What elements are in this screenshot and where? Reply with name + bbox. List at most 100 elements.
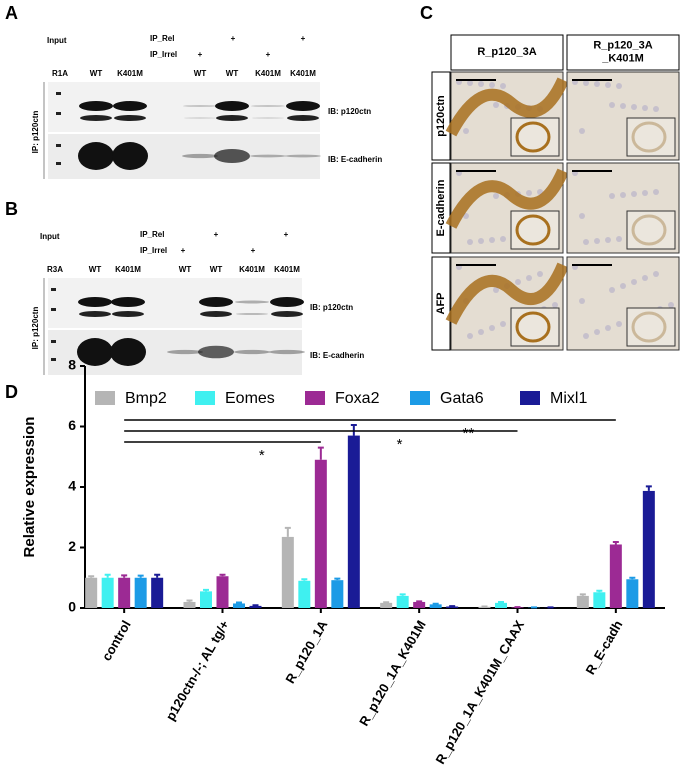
header-box [450, 34, 564, 71]
y-tick-label: 8 [68, 357, 76, 373]
inset-tissue [515, 311, 551, 343]
legend-swatch [195, 391, 215, 405]
column-header: R_p120_3A [593, 39, 652, 51]
band [183, 105, 217, 107]
nucleus [594, 81, 600, 87]
bar [429, 604, 442, 608]
error-bar [612, 541, 619, 545]
bar [101, 577, 114, 608]
bar [446, 606, 459, 608]
plus: + [198, 50, 203, 59]
lane-label: K401M [117, 69, 143, 78]
nucleus [579, 213, 585, 219]
lane-label: R3A [47, 265, 63, 274]
plus: + [301, 34, 306, 43]
error-bar [399, 593, 406, 596]
bar [298, 580, 311, 608]
nucleus [500, 236, 506, 242]
band [182, 153, 218, 159]
band [270, 297, 304, 307]
band [111, 297, 145, 307]
lane-label: K401M [255, 69, 281, 78]
band [269, 349, 305, 355]
bar [183, 601, 196, 608]
nucleus [631, 279, 637, 285]
inset-tissue [631, 121, 667, 153]
error-bar [498, 600, 504, 603]
band [184, 117, 216, 119]
nucleus [583, 80, 589, 86]
legend-label: Mixl1 [550, 390, 587, 407]
legend-swatch [410, 391, 430, 405]
marker [56, 144, 61, 147]
band [77, 338, 113, 366]
error-bar [186, 599, 193, 602]
blot-label: IB: E-cadherin [310, 351, 364, 360]
nucleus [478, 81, 484, 87]
nucleus [583, 333, 589, 339]
band [78, 142, 114, 170]
bar [609, 544, 622, 608]
nucleus [500, 321, 506, 327]
nucleus [620, 192, 626, 198]
band [113, 101, 147, 111]
bar [642, 490, 655, 608]
row-label: p120ctn [435, 95, 447, 137]
error-bar [301, 578, 308, 581]
nucleus [500, 83, 506, 89]
plus: + [284, 230, 289, 239]
nucleus [526, 190, 532, 196]
bar [576, 595, 589, 608]
nucleus [467, 333, 473, 339]
nucleus [493, 287, 499, 293]
significance-label: * [397, 436, 403, 453]
marker [51, 308, 56, 311]
nucleus [631, 104, 637, 110]
lane-label: WT [89, 265, 102, 274]
band [271, 311, 303, 317]
error-bar [645, 485, 652, 491]
ip-irrel-label: IP_Irrel [150, 50, 177, 59]
error-bar [416, 600, 423, 603]
band [110, 338, 146, 366]
error-bar [334, 577, 341, 581]
band [79, 101, 113, 111]
nucleus [489, 325, 495, 331]
band [235, 300, 269, 304]
nucleus [609, 102, 615, 108]
bar [151, 577, 164, 608]
nucleus [515, 279, 521, 285]
bar [331, 580, 344, 608]
band [215, 101, 249, 111]
plus: + [214, 230, 219, 239]
nucleus [631, 191, 637, 197]
marker [56, 112, 61, 115]
inset-tissue [631, 311, 667, 343]
nucleus [467, 239, 473, 245]
band [250, 154, 286, 158]
inset-tissue [515, 214, 551, 246]
nucleus [609, 193, 615, 199]
ip-irrel-label: IP_Irrel [140, 246, 167, 255]
row-box [431, 71, 451, 161]
nucleus [489, 82, 495, 88]
bar [281, 536, 294, 608]
nucleus [642, 190, 648, 196]
nucleus [537, 271, 543, 277]
band [112, 311, 144, 317]
lane-label: WT [210, 265, 223, 274]
nucleus [478, 238, 484, 244]
error-bar [579, 593, 586, 596]
nucleus [594, 238, 600, 244]
panel-letter: C [420, 3, 433, 23]
ip-rel-label: IP_Rel [150, 34, 174, 43]
bar [118, 577, 131, 608]
nucleus [642, 275, 648, 281]
band [199, 297, 233, 307]
band [252, 117, 284, 119]
nucleus [616, 83, 622, 89]
lane-label: WT [90, 69, 103, 78]
plus: + [266, 50, 271, 59]
